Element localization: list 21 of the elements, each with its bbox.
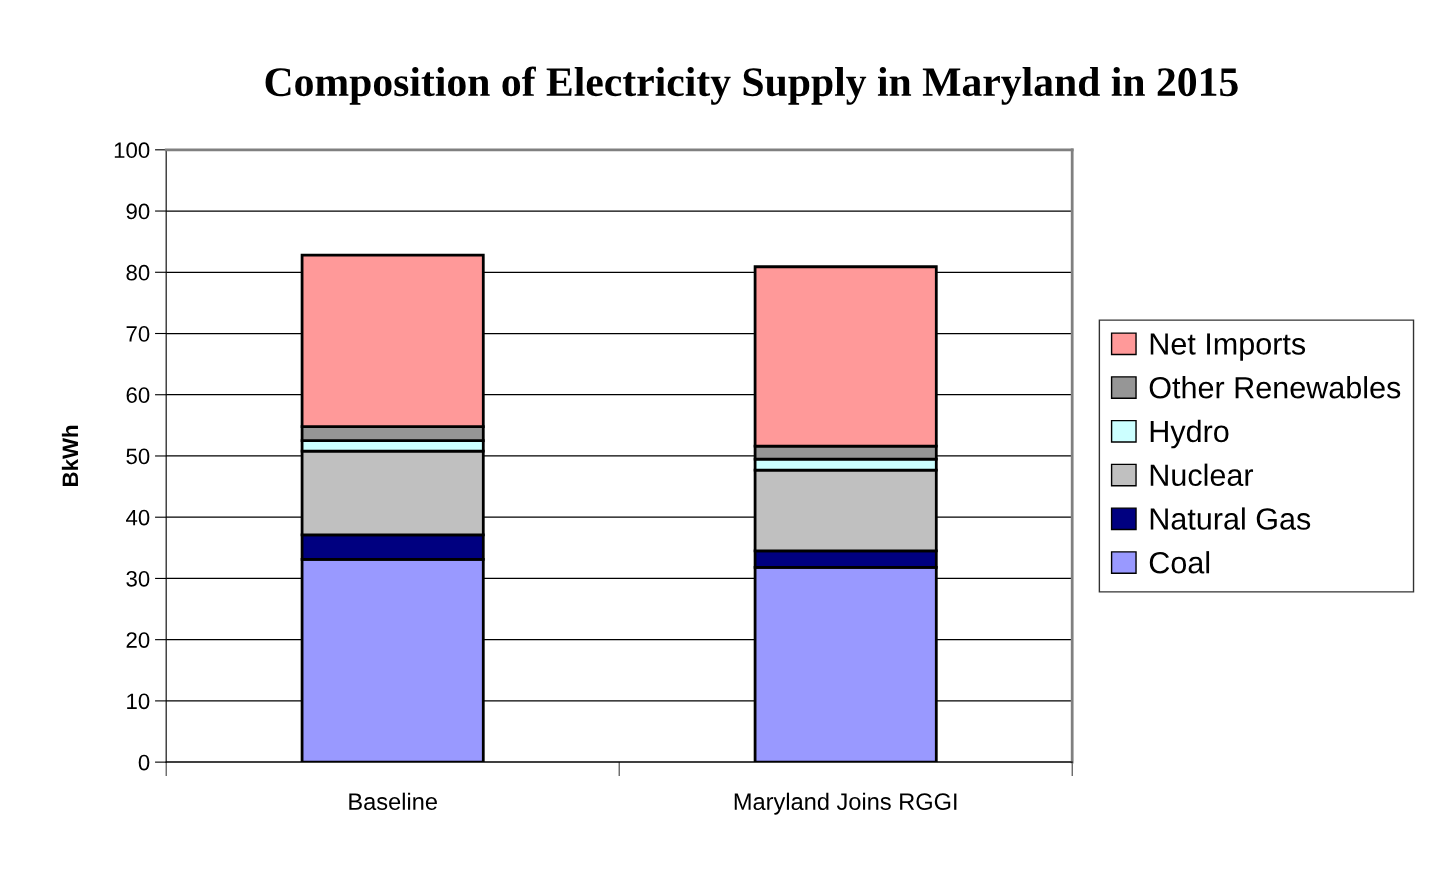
y-tick-label: 50: [126, 448, 150, 465]
y-tick-label: 70: [126, 326, 150, 342]
y-tick-label: 10: [127, 693, 150, 710]
x-tick-label: Baseline: [349, 792, 437, 811]
legend-label: Other Renewables: [1149, 376, 1401, 399]
legend-label: Hydro: [1150, 419, 1229, 449]
y-tick-label: 30: [126, 570, 150, 587]
y-tick-label: 60: [126, 387, 150, 404]
y-tick-label: 0: [138, 754, 150, 771]
y-tick-label: 20: [126, 632, 150, 648]
legend-label: Net Imports: [1150, 333, 1306, 361]
y-tick-label: 90: [126, 203, 150, 220]
x-tick-label: Maryland Joins RGGI: [734, 792, 957, 815]
legend-label: Coal: [1149, 551, 1210, 574]
y-axis-title: BkWh: [61, 425, 78, 486]
legend-label: Nuclear: [1150, 463, 1254, 487]
y-tick-label: 80: [126, 264, 150, 281]
y-tick-label: 100: [114, 142, 150, 159]
chart-title: Composition of Electricity Supply in Maryland in 2015: [265, 66, 1238, 105]
legend-label: Natural Gas: [1150, 507, 1311, 530]
y-tick-label: 40: [126, 509, 150, 526]
